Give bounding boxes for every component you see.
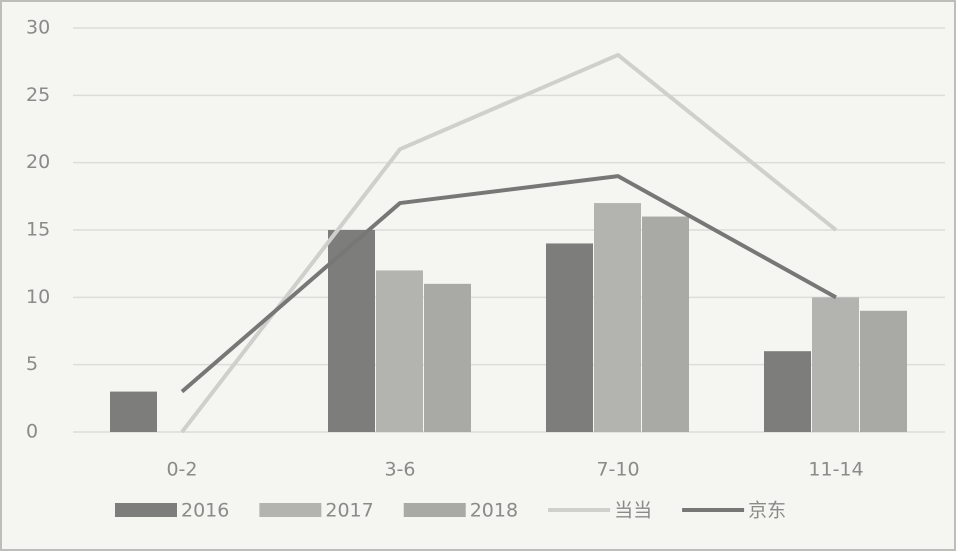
bar <box>110 391 157 432</box>
x-tick-label: 7-10 <box>596 459 639 481</box>
bar <box>860 310 907 432</box>
x-tick-label: 3-6 <box>384 459 415 481</box>
y-tick-label: 15 <box>26 219 50 241</box>
x-tick-label: 11-14 <box>808 459 863 481</box>
legend-swatch <box>115 503 177 517</box>
y-tick-label: 20 <box>26 151 50 173</box>
legend-label: 2016 <box>181 500 229 522</box>
bar <box>642 216 689 432</box>
legend-swatch <box>403 503 466 517</box>
bar <box>424 283 471 432</box>
legend-label: 当当 <box>614 500 652 522</box>
y-tick-label: 10 <box>26 286 50 308</box>
legend-label: 京东 <box>748 500 786 522</box>
legend-label: 2017 <box>325 500 373 522</box>
y-tick-label: 5 <box>26 353 38 375</box>
y-tick-label: 25 <box>26 84 50 106</box>
line <box>180 174 837 394</box>
bar <box>594 203 641 432</box>
legend-label: 2018 <box>470 500 518 522</box>
y-tick-label: 30 <box>26 17 50 39</box>
bar <box>376 270 423 432</box>
line <box>180 52 838 434</box>
x-tick-label: 0-2 <box>166 459 197 481</box>
bar <box>812 297 859 432</box>
bar <box>328 230 375 432</box>
legend-swatch <box>259 503 322 517</box>
bar <box>546 243 593 432</box>
y-tick-label: 0 <box>26 421 38 443</box>
bar <box>764 351 811 432</box>
